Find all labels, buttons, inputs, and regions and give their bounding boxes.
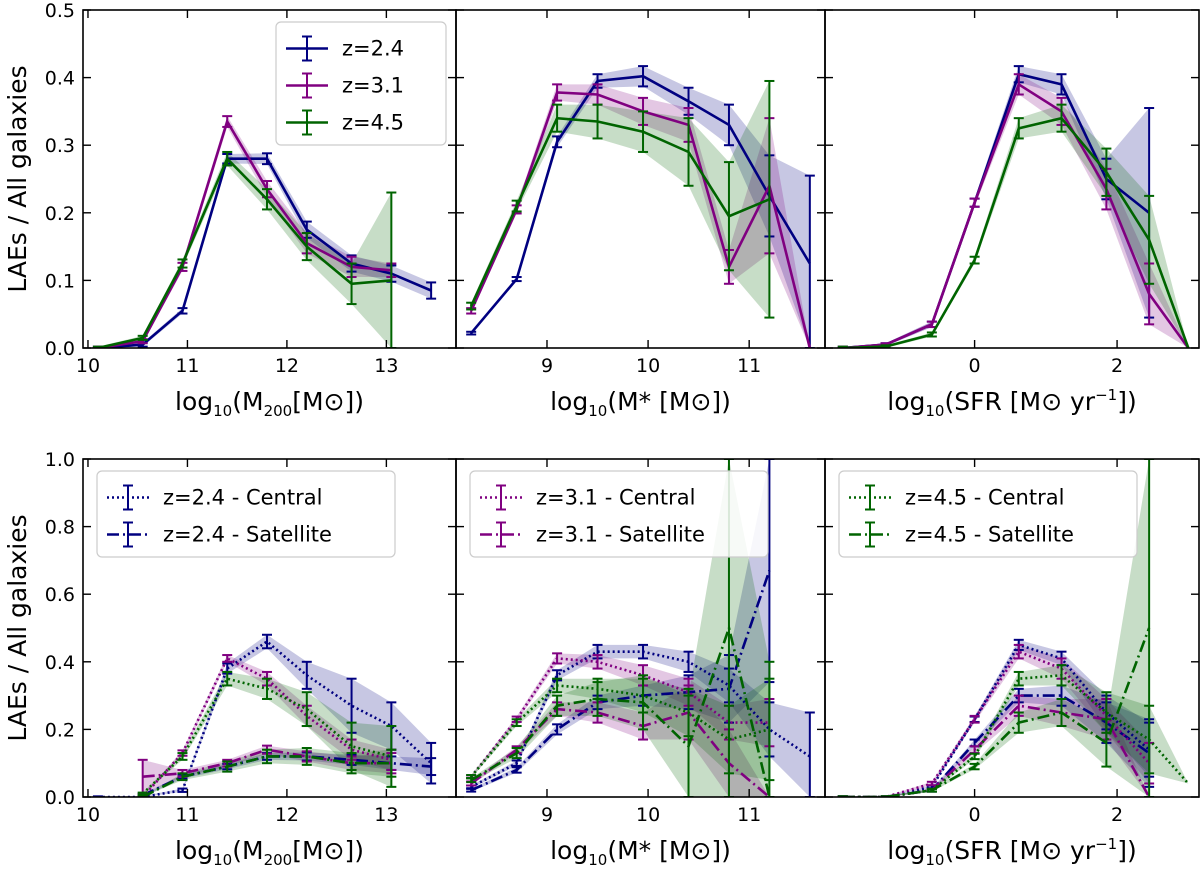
error-band (97, 634, 432, 797)
legend: z=2.4 - Central z=2.4 - Satellite (96, 470, 396, 558)
ytick-label: 0.4 (45, 652, 75, 674)
xtick-label: 2 (1111, 355, 1123, 377)
panel-p4: 0.0 0.2 0.4 0.6 0.8 1.0 10 11 12 13 log10(M200[M⊙]… (45, 449, 457, 869)
ylabel-top: LAEs / All galaxies (3, 65, 32, 292)
xtick-label: 10 (76, 355, 100, 377)
series-line (470, 707, 771, 797)
error-band (471, 459, 770, 792)
xtick-label: 11 (737, 355, 761, 377)
legend-label: z=3.1 - Central (536, 486, 695, 510)
xtick-label: 11 (737, 804, 761, 826)
plot-area (466, 459, 815, 797)
panel-p3: 0 2 log10(SFR [M⊙ yr−1]) (824, 9, 1200, 420)
plot-area (466, 65, 815, 348)
series-line (470, 623, 771, 797)
series-line (842, 627, 1151, 797)
ytick-label: 0.0 (45, 787, 75, 809)
error-band (471, 653, 770, 779)
xtick-label: 0 (969, 355, 981, 377)
series-line (97, 118, 392, 348)
series-line (470, 657, 770, 778)
xlabel-p1: log10(M200[M⊙]) (175, 387, 364, 420)
panel-p1: 0.0 0.1 0.2 0.3 0.4 0.5 10 11 12 13 log10(M200[M⊙]… (45, 0, 457, 420)
legend-box (96, 470, 396, 558)
xtick-label: 2 (1111, 804, 1123, 826)
ytick-label: 0.3 (45, 135, 75, 157)
xlabel-p4: log10(M200[M⊙]) (175, 836, 364, 869)
xtick-label: 10 (76, 804, 100, 826)
xtick-label: 10 (636, 355, 660, 377)
xtick-label: 12 (275, 804, 299, 826)
legend-box (838, 470, 1138, 558)
legend: z=2.4 z=3.1 z=4.5 (275, 21, 447, 146)
error-band (842, 644, 1150, 797)
ytick-label: 0.6 (45, 584, 75, 606)
legend-box (275, 21, 447, 146)
legend-label: z=2.4 - Satellite (163, 523, 332, 547)
ytick-label: 0.4 (45, 68, 75, 90)
xlabel-p2: log10(M* [M⊙]) (550, 387, 731, 420)
error-band (471, 678, 770, 781)
legend-label: z=2.4 (342, 37, 404, 61)
xtick-label: 11 (175, 355, 199, 377)
plot-area (92, 115, 437, 348)
legend-label: z=4.5 (342, 111, 404, 135)
series-line (470, 570, 771, 792)
series-line (470, 684, 770, 778)
xtick-label: 13 (374, 804, 398, 826)
legend-box (469, 470, 769, 558)
error-band (471, 459, 770, 797)
xtick-label: 11 (175, 804, 199, 826)
legend-label: z=3.1 (342, 74, 404, 98)
xlabel-p5: log10(M* [M⊙]) (550, 836, 731, 869)
ytick-label: 1.0 (45, 449, 75, 471)
error-band (97, 151, 392, 348)
error-band (842, 459, 1150, 797)
ytick-label: 0.1 (45, 270, 75, 292)
xtick-label: 0 (969, 804, 981, 826)
error-band (471, 66, 810, 348)
legend-label: z=4.5 - Satellite (905, 523, 1074, 547)
plot-area (837, 65, 1190, 348)
error-band (842, 66, 1150, 348)
xtick-label: 9 (541, 804, 553, 826)
series-line (97, 156, 392, 348)
legend-label: z=2.4 - Central (163, 486, 322, 510)
axes-frame (824, 458, 1200, 798)
legend-label: z=4.5 - Central (905, 486, 1064, 510)
xtick-label: 10 (636, 804, 660, 826)
error-band (471, 644, 810, 797)
ytick-label: 0.5 (45, 0, 75, 22)
xtick-label: 9 (541, 355, 553, 377)
error-band (471, 685, 770, 797)
error-band (471, 84, 810, 348)
ytick-label: 0.8 (45, 517, 75, 539)
ylabel-bottom: LAEs / All galaxies (3, 514, 32, 741)
ytick-label: 0.0 (45, 338, 75, 360)
error-band (842, 74, 1189, 348)
xtick-label: 12 (275, 355, 299, 377)
xlabel-p3: log10(SFR [M⊙ yr−1]) (887, 386, 1136, 420)
series-line (470, 116, 770, 307)
plot-area (92, 633, 437, 797)
axes-frame (824, 9, 1200, 349)
xtick-label: 13 (374, 355, 398, 377)
legend: z=4.5 - Central z=4.5 - Satellite (838, 470, 1138, 558)
error-band (142, 747, 392, 797)
legend-label: z=3.1 - Satellite (536, 523, 705, 547)
ytick-label: 0.2 (45, 203, 75, 225)
series-line (842, 72, 1150, 348)
xlabel-p6: log10(SFR [M⊙ yr−1]) (887, 835, 1136, 869)
ytick-label: 0.2 (45, 719, 75, 741)
legend: z=3.1 - Central z=3.1 - Satellite (469, 470, 769, 558)
panel-p2: 9 10 11 log10(M* [M⊙]) (455, 9, 826, 420)
plot-area (837, 459, 1190, 797)
